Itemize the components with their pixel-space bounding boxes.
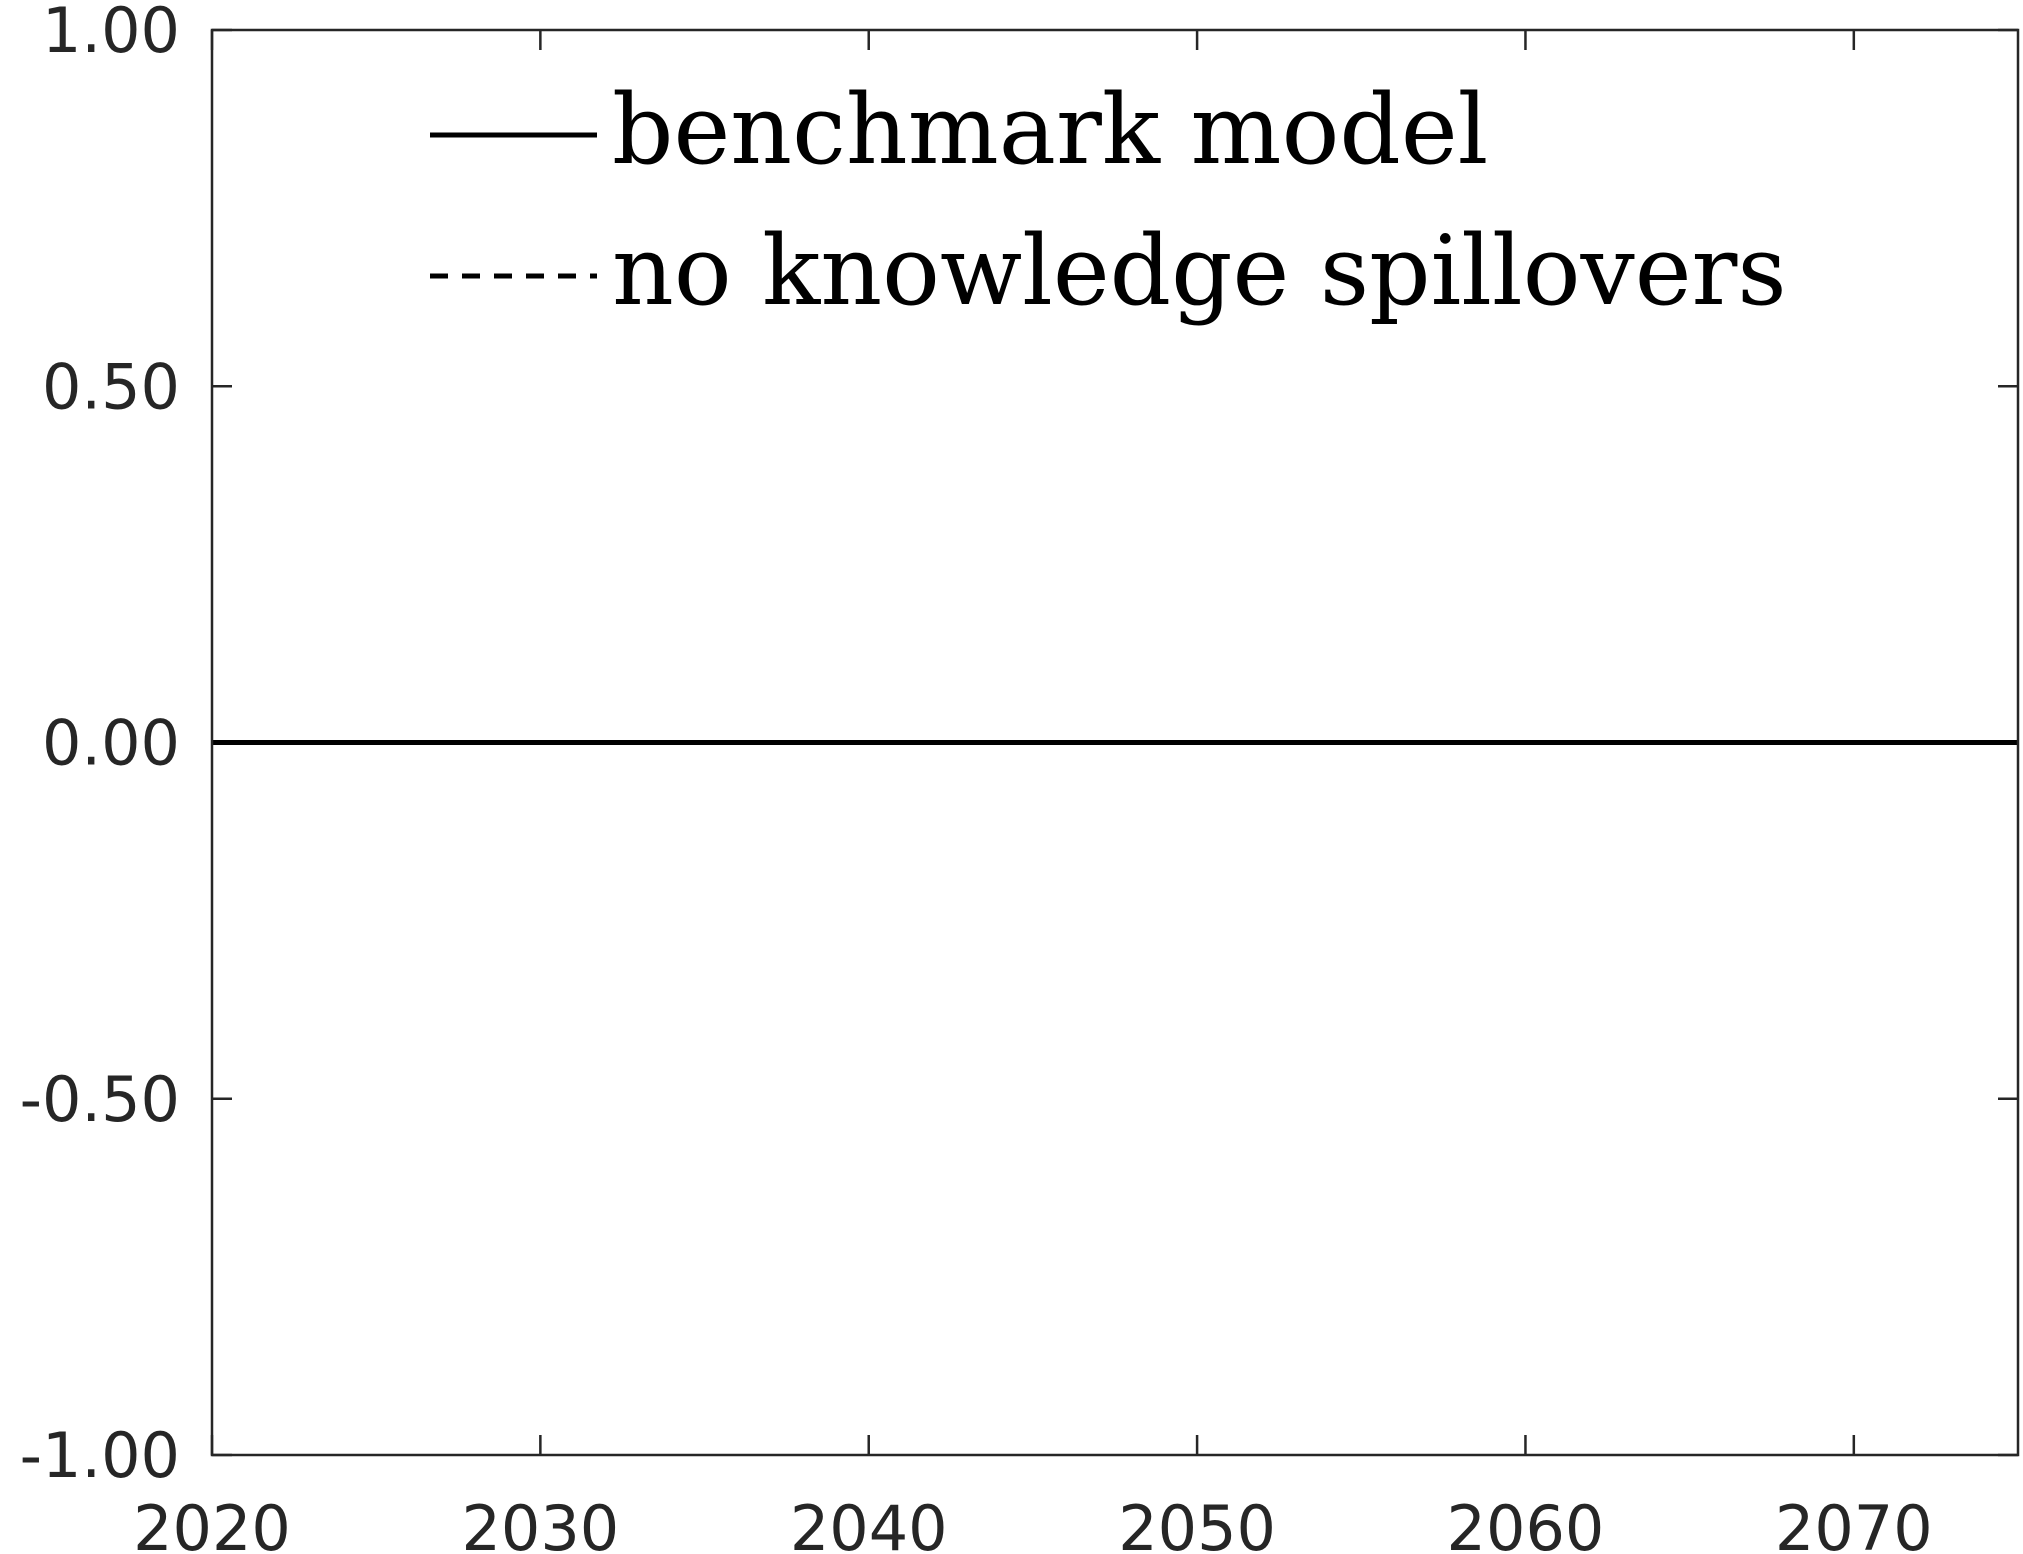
x-tick-label: 2040 bbox=[790, 1492, 948, 1554]
x-tick-label: 2060 bbox=[1447, 1492, 1605, 1554]
x-tick-label: 2020 bbox=[133, 1492, 291, 1554]
x-tick-label: 2030 bbox=[461, 1492, 619, 1554]
y-tick-label: -0.50 bbox=[20, 1063, 180, 1136]
y-tick-label: 1.00 bbox=[42, 0, 180, 67]
axis-tick-labels: 2020 2030 2040 2050 2060 2070 -1.00 -0.50 0.00 0.… bbox=[20, 0, 1933, 1554]
legend-label: no knowledge spillovers bbox=[612, 215, 1787, 327]
plot-frame bbox=[210, 28, 2020, 1457]
legend: benchmark model no knowledge spillovers bbox=[430, 74, 1787, 327]
x-tick-label: 2050 bbox=[1118, 1492, 1276, 1554]
x-tick-label: 2070 bbox=[1775, 1492, 1933, 1554]
y-tick-label: 0.50 bbox=[42, 350, 180, 423]
y-tick-label: -1.00 bbox=[20, 1419, 180, 1492]
legend-label: benchmark model bbox=[612, 74, 1488, 186]
y-tick-label: 0.00 bbox=[42, 707, 180, 780]
